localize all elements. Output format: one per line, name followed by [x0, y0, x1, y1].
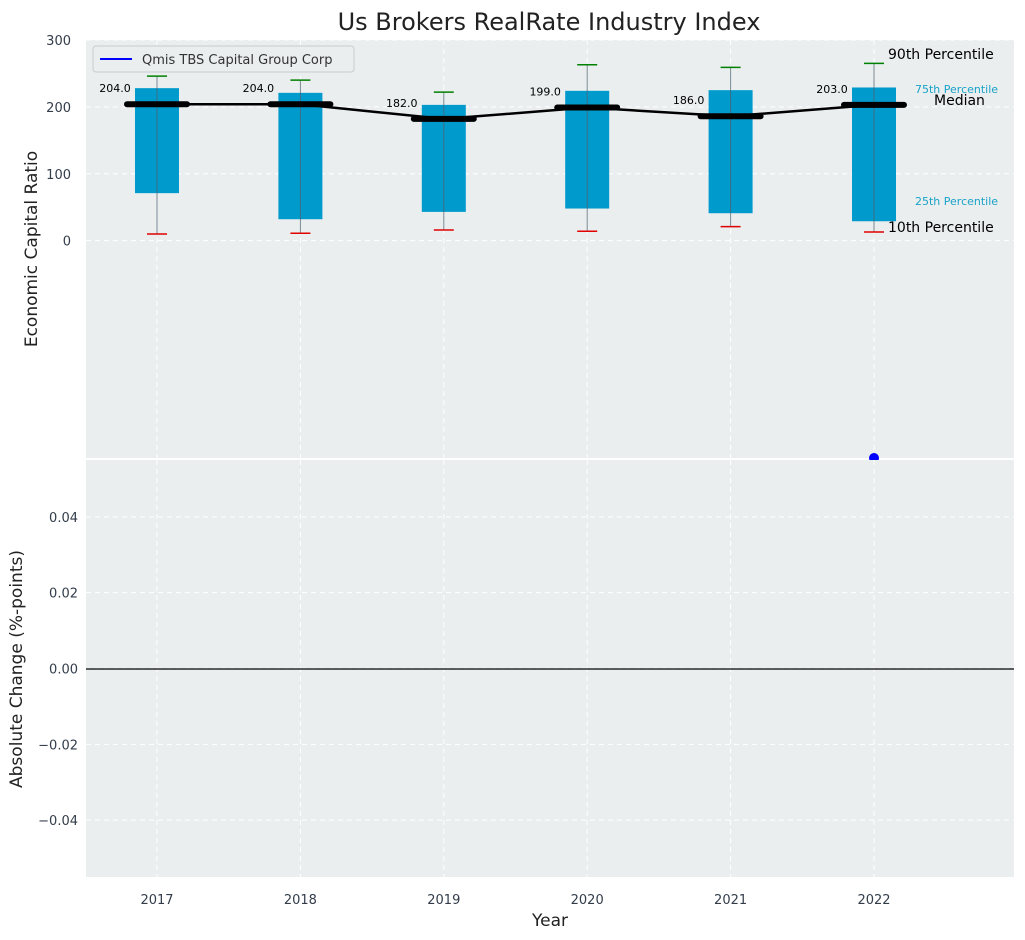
- top-grid: [86, 39, 1014, 458]
- x-tick-label: 2022: [857, 893, 890, 908]
- bottom-y-axis-label: Absolute Change (%-points): [7, 550, 27, 788]
- x-tick-label: 2018: [284, 893, 317, 908]
- median-value-label: 186.0: [673, 94, 705, 107]
- p90-annotation: 90th Percentile: [888, 47, 994, 63]
- x-tick-label: 2017: [140, 893, 173, 908]
- median-annotation: Median: [934, 93, 985, 109]
- median-value-label: 182.0: [386, 97, 418, 110]
- bottom-y-tick-label: 0.00: [49, 663, 78, 678]
- x-tick-label: 2021: [714, 893, 747, 908]
- bottom-y-tick-label: 0.04: [49, 511, 78, 526]
- top-annotations: 90th Percentile 75th Percentile Median 2…: [888, 47, 998, 236]
- top-y-tick-label: 200: [46, 101, 71, 116]
- legend-box: [92, 45, 355, 73]
- median-value-label: 203.0: [816, 83, 848, 96]
- x-tick-label: 2020: [571, 893, 604, 908]
- median-value-label: 204.0: [99, 82, 131, 95]
- top-y-tick-label: 100: [46, 168, 71, 183]
- bottom-y-tick-label: −0.02: [38, 738, 78, 753]
- top-box-series: 204.0 204.0 182.0 199.0 186.0 203.0: [99, 62, 907, 463]
- legend-entry: Qmis TBS Capital Group Corp: [142, 53, 332, 68]
- median-value-label: 204.0: [243, 82, 275, 95]
- x-tick-label: 2019: [427, 893, 460, 908]
- p10-annotation: 10th Percentile: [888, 220, 994, 236]
- top-y-axis-label: Economic Capital Ratio: [22, 151, 42, 347]
- x-axis-label: Year: [531, 911, 568, 931]
- bottom-y-tick-labels: −0.04 −0.02 0.00 0.02 0.04: [38, 511, 78, 829]
- legend: Qmis TBS Capital Group Corp: [92, 45, 355, 73]
- top-y-tick-labels: 0 100 200 300: [46, 34, 71, 250]
- x-tick-labels: 2017 2018 2019 2020 2021 2022: [140, 893, 890, 908]
- bottom-y-tick-label: −0.04: [38, 814, 78, 829]
- top-y-tick-label: 0: [63, 235, 71, 250]
- top-y-tick-label: 300: [46, 34, 71, 49]
- chart-title: Us Brokers RealRate Industry Index: [338, 8, 761, 36]
- p75-annotation: 75th Percentile: [915, 83, 998, 96]
- bottom-y-tick-label: 0.02: [49, 587, 78, 602]
- median-value-label: 199.0: [529, 86, 561, 99]
- p25-annotation: 25th Percentile: [915, 195, 998, 208]
